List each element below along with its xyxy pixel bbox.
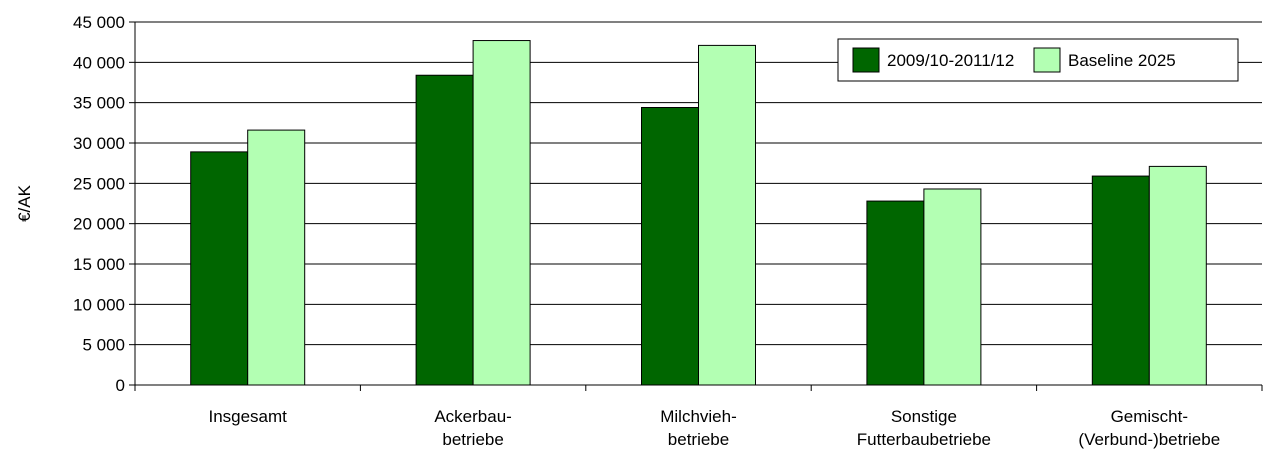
legend-label: 2009/10-2011/12 [887,51,1014,70]
y-tick-label: 40 000 [73,53,125,72]
bar-series-1 [190,151,249,386]
x-category-label: Milchvieh-betriebe [660,407,737,449]
y-tick-label: 30 000 [73,134,125,153]
y-tick-label: 15 000 [73,255,125,274]
y-tick-label: 45 000 [73,13,125,32]
bar-series-1 [866,200,925,386]
y-axis-title: €/AK [15,184,34,222]
bar-series-1 [641,107,699,386]
axes [134,22,1262,386]
bar-series-2 [923,188,982,386]
y-tick-label: 35 000 [73,94,125,113]
bars [190,40,1207,386]
legend: 2009/10-2011/12 Baseline 2025 [837,38,1239,82]
bar-series-2 [472,40,531,386]
legend-swatch [1033,47,1061,73]
bar-series-2 [247,129,306,386]
y-tick-label: 0 [116,376,125,395]
x-category-label: Insgesamt [208,407,287,426]
bar-series-1 [415,74,474,386]
x-category-label: Ackerbau-betriebe [434,407,511,449]
y-tick-label: 20 000 [73,215,125,234]
y-tick-label: 10 000 [73,295,125,314]
bar-series-2 [698,44,756,386]
bar-series-2 [1148,165,1207,386]
legend-label: Baseline 2025 [1068,51,1176,70]
legend-swatch [852,47,880,73]
x-category-label: Gemischt-(Verbund-)betriebe [1078,407,1220,449]
bar-series-1 [1091,175,1150,386]
y-tick-label: 25 000 [73,174,125,193]
x-category-labels: Insgesamt Ackerbau-betriebe Milchvieh-betr… [208,407,1220,449]
x-category-label: Sonstige Futterbaubetriebe [857,407,991,449]
y-tick-labels: 0 5 000 10 000 15 000 20 000 25 000 30 000 35 0… [73,13,125,395]
y-tick-label: 5 000 [82,336,125,355]
